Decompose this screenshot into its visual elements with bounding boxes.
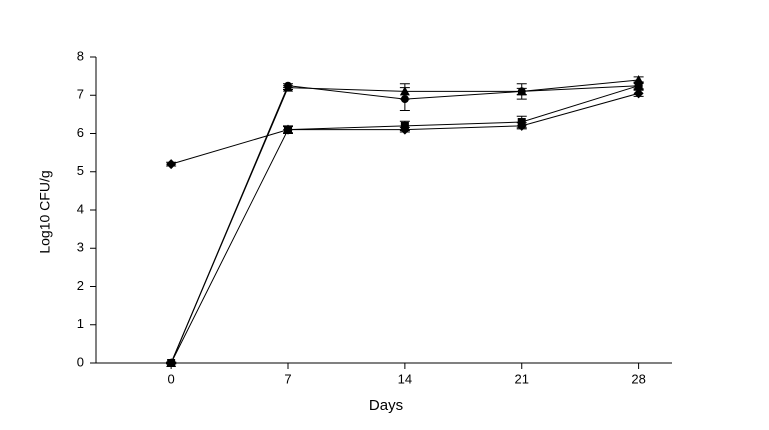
marker	[167, 359, 176, 367]
y-tick-label: 6	[77, 125, 84, 140]
marker	[283, 82, 293, 92]
y-tick-label: 8	[77, 48, 84, 63]
marker	[517, 118, 526, 127]
x-axis-label: Days	[369, 397, 403, 414]
x-tick-label: 7	[284, 371, 291, 386]
marker	[284, 125, 292, 134]
y-tick-label: 4	[77, 201, 84, 216]
y-tick-label: 0	[77, 354, 84, 369]
y-tick-label: 7	[77, 87, 84, 102]
x-tick-label: 28	[631, 371, 645, 386]
y-tick-label: 3	[77, 240, 84, 255]
marker	[399, 86, 410, 96]
y-axis-label: Log10 CFU/g	[37, 170, 53, 253]
marker	[516, 86, 527, 96]
marker	[400, 121, 409, 130]
y-tick-label: 2	[77, 278, 84, 293]
marker	[634, 81, 643, 90]
y-tick-label: 5	[77, 163, 84, 178]
marker	[633, 88, 644, 99]
x-tick-label: 0	[168, 371, 175, 386]
marker	[166, 159, 177, 170]
y-tick-label: 1	[77, 316, 84, 331]
x-tick-label: 21	[515, 371, 529, 386]
x-tick-label: 14	[398, 371, 412, 386]
